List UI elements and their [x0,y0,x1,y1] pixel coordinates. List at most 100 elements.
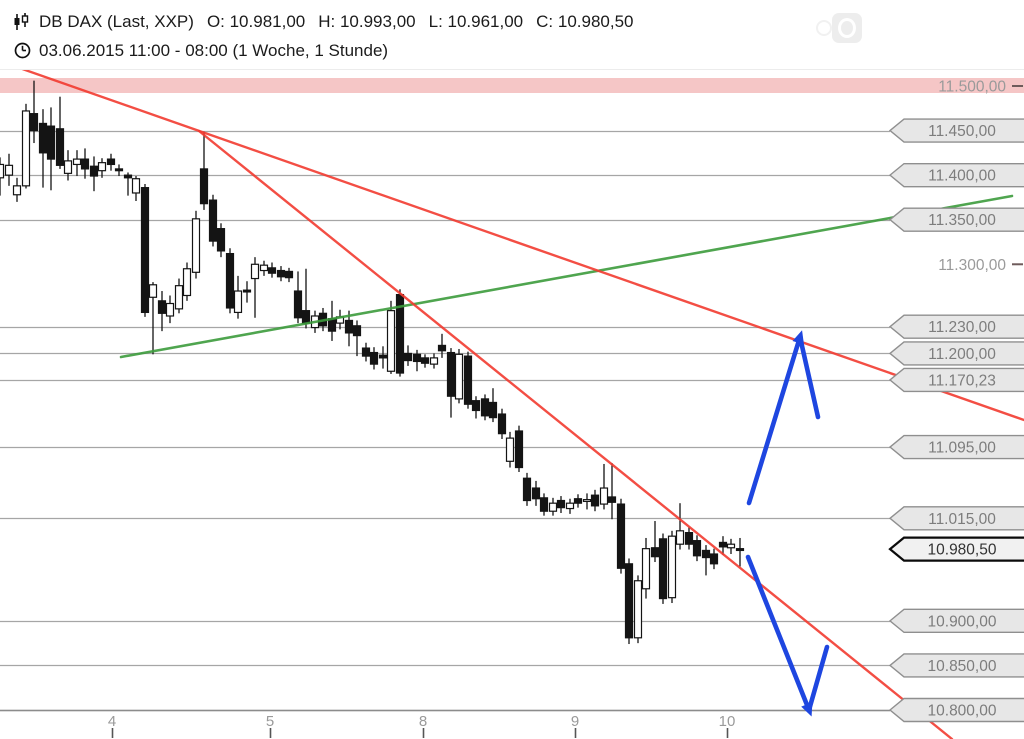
candle-body-down [607,496,617,503]
price-tag-11-350-00[interactable] [888,207,1024,232]
candle-body-down [378,354,388,359]
candle-body-down [369,351,379,365]
candle-body-down [701,549,711,559]
forecast-up-then-reject[interactable] [746,334,821,506]
x-axis-label-10: 10 [719,713,736,730]
candle-body-down [437,344,447,352]
candle-body-down [284,270,294,279]
price-tag-11-170-23[interactable] [888,367,1024,393]
candle-body-up [250,263,260,280]
price-tag-label: 11.170,23 [928,372,996,389]
candle-body-down [403,352,413,362]
instrument-title: DB DAX (Last, XXP) [39,11,194,31]
resistance-band [0,78,1024,93]
candle-body-down [692,540,702,557]
price-tag-11-015-00[interactable] [888,506,1024,531]
forecast-up-then-reject-arrowhead [792,330,804,345]
candle-body-down [684,532,694,545]
x-axis-label-4: 4 [108,713,116,730]
ohlc-high: H: 10.993,00 [318,11,416,31]
faded-icon [816,20,832,36]
candle-body-down [38,122,48,154]
current-price-tag-label: 10.980,50 [928,542,997,559]
candle-body-up [148,284,158,298]
candle-body-down [267,267,277,274]
candle-body-down [352,325,362,337]
candle-body-up [386,310,396,372]
candle-body-down [301,310,311,324]
price-tag-11-200-00[interactable] [888,341,1024,366]
candle-body-down [361,347,371,357]
ohlc-open: O: 10.981,00 [206,11,306,31]
price-tag-10-800-00[interactable] [888,697,1024,723]
price-tag-11-230-00[interactable] [888,314,1024,339]
price-tag-label: 11.400,00 [928,168,996,185]
candle-body-down [463,355,473,405]
candle-body-up [633,580,643,639]
candle-body-down [539,497,549,512]
candle-body-down [488,401,498,419]
candle-body-down [123,174,133,179]
candle-body-up [548,502,558,512]
ohlc-low: L: 10.961,00 [428,11,524,31]
candle-body-down [225,252,235,309]
candle-body-down [531,487,541,500]
candle-body-up [97,162,107,172]
candle-body-up [582,499,592,503]
candle-body-down [29,113,39,132]
price-tag-label: 11.095,00 [928,440,996,457]
instrument-row: DB DAX (Last, XXP) O: 10.981,00 H: 10.99… [0,0,1024,36]
candle-body-up [72,158,82,166]
candle-body-up [675,530,685,545]
trendline-red-falling-steep[interactable] [197,129,954,739]
x-axis-label-9: 9 [571,713,579,730]
price-tag-10-900-00[interactable] [888,608,1024,634]
price-tag-10-850-00[interactable] [888,653,1024,678]
candle-body-down [208,199,218,242]
candle-body-down [590,494,600,507]
timeframe-label: 03.06.2015 11:00 - 08:00 (1 Woche, 1 Stu… [39,40,389,60]
candle-body-up [0,163,5,179]
price-tag-label: 10.800,00 [928,703,997,720]
chart-header: DB DAX (Last, XXP) O: 10.981,00 H: 10.99… [0,0,1024,70]
price-tag-11-450-00[interactable] [888,118,1024,143]
candle-body-up [191,218,201,273]
candle-body-down [471,400,481,412]
forecast-down-then-bounce-arrowhead [801,702,813,717]
candle-body-down [420,357,430,364]
price-tag-11-400-00[interactable] [888,162,1024,188]
camera-icon[interactable] [832,13,862,43]
price-tag-label: 11.015,00 [928,511,996,528]
candle-body-down [556,499,566,509]
forecast-down-then-bounce[interactable] [745,554,830,713]
candle-body-down [624,563,634,639]
candle-body-up [131,178,141,194]
candle-body-up [233,290,243,314]
x-axis-label-5: 5 [266,713,274,730]
candle-body-down [46,125,56,160]
candle-body-up [21,110,31,187]
candle-body-down [140,187,150,314]
candle-body-down [514,430,524,469]
trendline-green-rising-support[interactable] [119,194,1014,359]
candle-body-down [157,300,167,314]
candlestick-icon [11,12,33,32]
candle-body-down [293,290,303,319]
candle-body-up [165,302,175,317]
candle-body-down [114,168,124,172]
candle-body-down [344,319,354,334]
candle-body-up [63,160,73,174]
candle-body-down [616,503,626,569]
x-axis-label-8: 8 [419,713,427,730]
candle-body-down [735,548,745,552]
candle-body-up [182,268,192,297]
price-tag-11-095-00[interactable] [888,434,1024,460]
candle-body-down [446,351,456,397]
price-tag-label: 11.230,00 [928,319,996,336]
candle-body-up [174,285,184,310]
trendline-red-falling-major[interactable] [9,63,1024,422]
current-price-tag10-980-50 [888,536,1024,562]
candle-body-down [276,269,286,278]
